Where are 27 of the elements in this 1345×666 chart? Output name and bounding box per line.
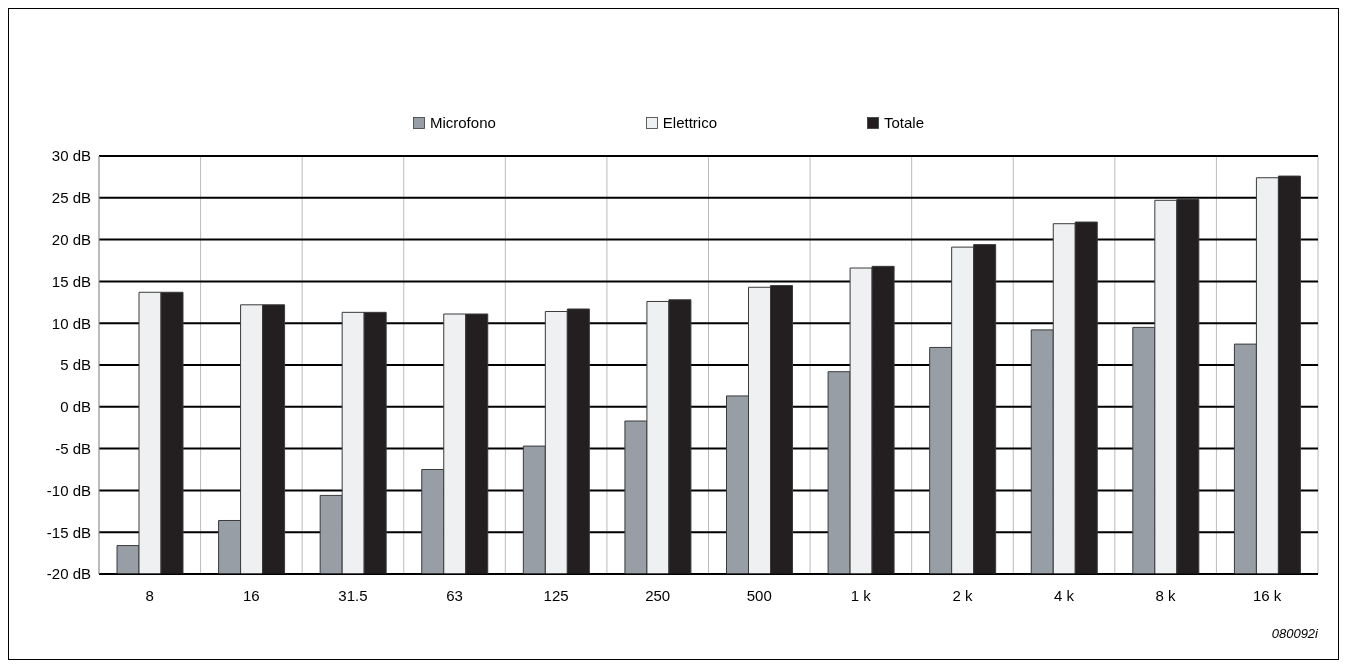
x-tick-label: 16 k — [1253, 586, 1282, 604]
x-tick-label: 8 k — [1155, 586, 1177, 604]
x-tick-label: 250 — [645, 586, 671, 604]
y-tick-label: 5 dB — [60, 356, 91, 374]
y-tick-label: 25 dB — [51, 189, 91, 207]
y-tick-label: 20 dB — [51, 230, 91, 248]
x-tick-label: 4 k — [1054, 586, 1075, 604]
legend-label: Microfono — [429, 114, 496, 131]
y-tick-label: -5 dB — [55, 439, 91, 457]
y-tick-label: 10 dB — [51, 314, 91, 332]
x-tick-label: 1 k — [850, 586, 872, 604]
x-tick-label: 31.5 — [338, 586, 368, 604]
x-tick-label: 2 k — [952, 586, 973, 604]
legend-label: Totale — [884, 114, 925, 131]
x-tick-label: 63 — [446, 586, 463, 604]
y-tick-label: 30 dB — [51, 147, 91, 165]
x-tick-label: 500 — [746, 586, 772, 604]
legend-label: Elettrico — [662, 114, 717, 131]
y-tick-label: -10 dB — [46, 481, 91, 499]
y-tick-label: 15 dB — [51, 272, 91, 290]
y-tick-label: -15 dB — [46, 523, 91, 541]
text: 080092i — [1271, 626, 1318, 641]
x-tick-label: 8 — [145, 586, 154, 604]
x-tick-label: 16 — [243, 586, 260, 604]
x-tick-label: 125 — [543, 586, 569, 604]
y-tick-label: -20 dB — [46, 565, 91, 583]
y-tick-label: 0 dB — [60, 398, 91, 416]
